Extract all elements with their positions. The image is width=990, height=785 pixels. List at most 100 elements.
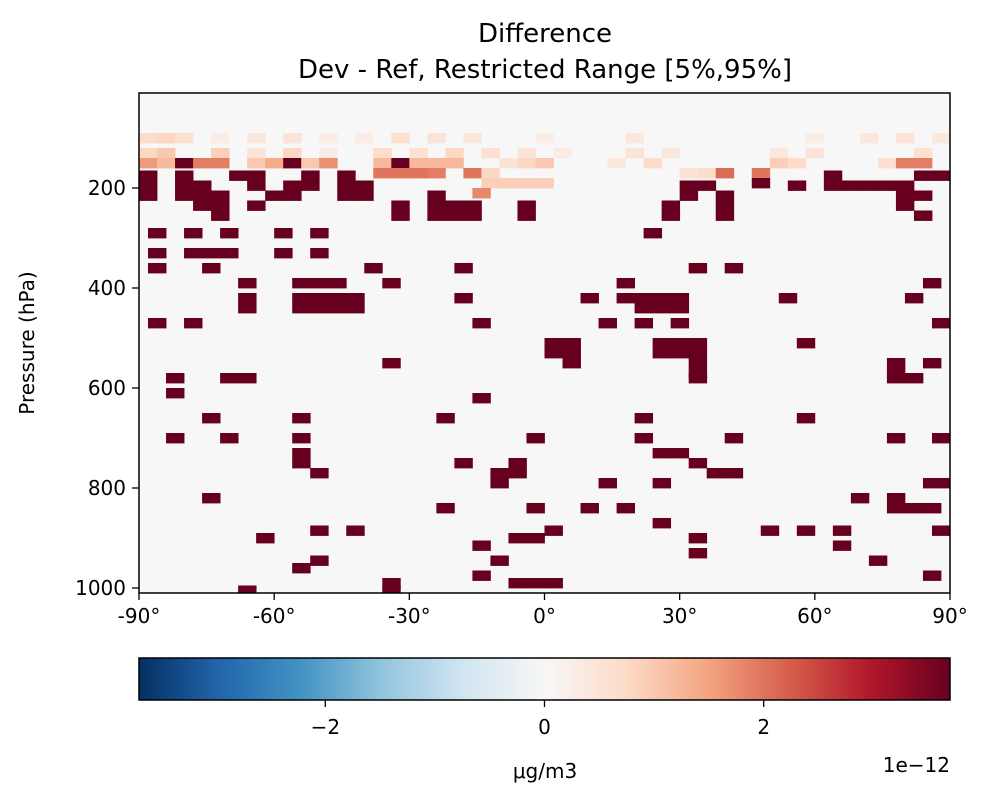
heatmap-cell [463,168,482,179]
x-tick-label: 30° [662,604,697,628]
heatmap-cell [211,148,230,159]
heatmap-cell [157,148,176,159]
heatmap-cell [661,148,681,159]
y-tick-label: 200 [88,176,126,200]
heatmap-cell [931,433,951,444]
heatmap-cell [139,158,158,169]
heatmap-cell [616,503,636,514]
heatmap-cell [544,338,563,349]
heatmap-cell [895,190,915,201]
heatmap-cell [823,180,843,191]
heatmap-cell [364,263,383,274]
heatmap-cell [211,190,230,201]
heatmap-cell [175,158,194,169]
heatmap-cell [382,358,401,369]
colorbar-gradient [138,657,951,701]
heatmap-cell [211,133,230,144]
heatmap-cell [355,133,374,144]
heatmap-cell [319,148,338,159]
heatmap-cell [652,293,672,304]
heatmap-cell [877,158,897,169]
heatmap-cell [598,478,617,489]
heatmap-cell [220,433,239,444]
heatmap-cell [634,413,654,424]
heatmap-cell [310,293,329,304]
heatmap-cell [634,433,654,444]
heatmap-cell [337,180,356,191]
heatmap-cell [724,468,744,479]
heatmap-cell [931,318,951,329]
heatmap-cell [247,158,266,169]
heatmap-cell [427,190,446,201]
heatmap-cell [688,358,708,369]
heatmap-cell [355,190,374,201]
heatmap-cell [301,170,320,181]
heatmap-cell [535,133,554,144]
heatmap-cell [913,170,933,181]
heatmap-cell [148,228,167,239]
heatmap-cell [859,133,879,144]
heatmap-cell [265,158,284,169]
heatmap-cell [328,278,347,289]
heatmap-cell [787,158,807,169]
heatmap-cell [895,133,915,144]
heatmap-cell [715,200,735,211]
heatmap-cell [544,348,563,359]
heatmap-cell [229,170,248,181]
colorbar-tick-label: 0 [538,715,551,739]
heatmap-cell [931,133,951,144]
heatmap-cell [391,210,410,221]
heatmap-cell [193,190,212,201]
heatmap-cell [472,393,491,404]
heatmap-cell [697,180,717,191]
y-tick-label: 400 [88,276,126,300]
heatmap-cell [886,433,906,444]
heatmap-cell [724,263,744,274]
heatmap-cell [796,525,816,536]
heatmap-cell [832,525,852,536]
heatmap-cell [868,555,888,566]
x-tick-label: -60° [253,604,296,628]
heatmap-cell [643,228,663,239]
heatmap-cell [472,188,491,199]
heatmap-cell [409,168,428,179]
heatmap-cell [715,190,735,201]
heatmap-cell [184,228,203,239]
heatmap-cell [193,158,212,169]
heatmap-cell [238,278,257,289]
heatmap-cell [202,263,221,274]
heatmap-cell [436,503,455,514]
heatmap-cell [499,158,518,169]
heatmap-cell [481,168,500,179]
heatmap-cell [895,158,915,169]
heatmap-cells [139,133,951,594]
heatmap-cell [220,373,239,384]
heatmap-cell [661,210,681,221]
heatmap-cell [409,148,428,159]
heatmap-cell [715,168,735,179]
heatmap-cell [508,578,527,589]
heatmap-cell [346,525,365,536]
heatmap-cell [670,338,690,349]
heatmap-cell [688,373,708,384]
heatmap-cell [310,248,329,259]
heatmap-cell [301,180,320,191]
heatmap-cell [895,200,915,211]
heatmap-cell [391,158,410,169]
heatmap-cell [886,358,906,369]
heatmap-cell [265,190,284,201]
heatmap-cell [310,228,329,239]
heatmap-cell [427,133,446,144]
heatmap-cell [625,148,645,159]
heatmap-cell [139,190,158,201]
heatmap-cell [886,503,906,514]
heatmap-cell [247,148,266,159]
heatmap-cell [913,190,933,201]
heatmap-cell [670,448,690,459]
heatmap-cell [472,318,491,329]
heatmap-cell [769,148,789,159]
heatmap-cell [463,200,482,211]
heatmap-cell [886,373,906,384]
x-tick-label: 60° [797,604,832,628]
